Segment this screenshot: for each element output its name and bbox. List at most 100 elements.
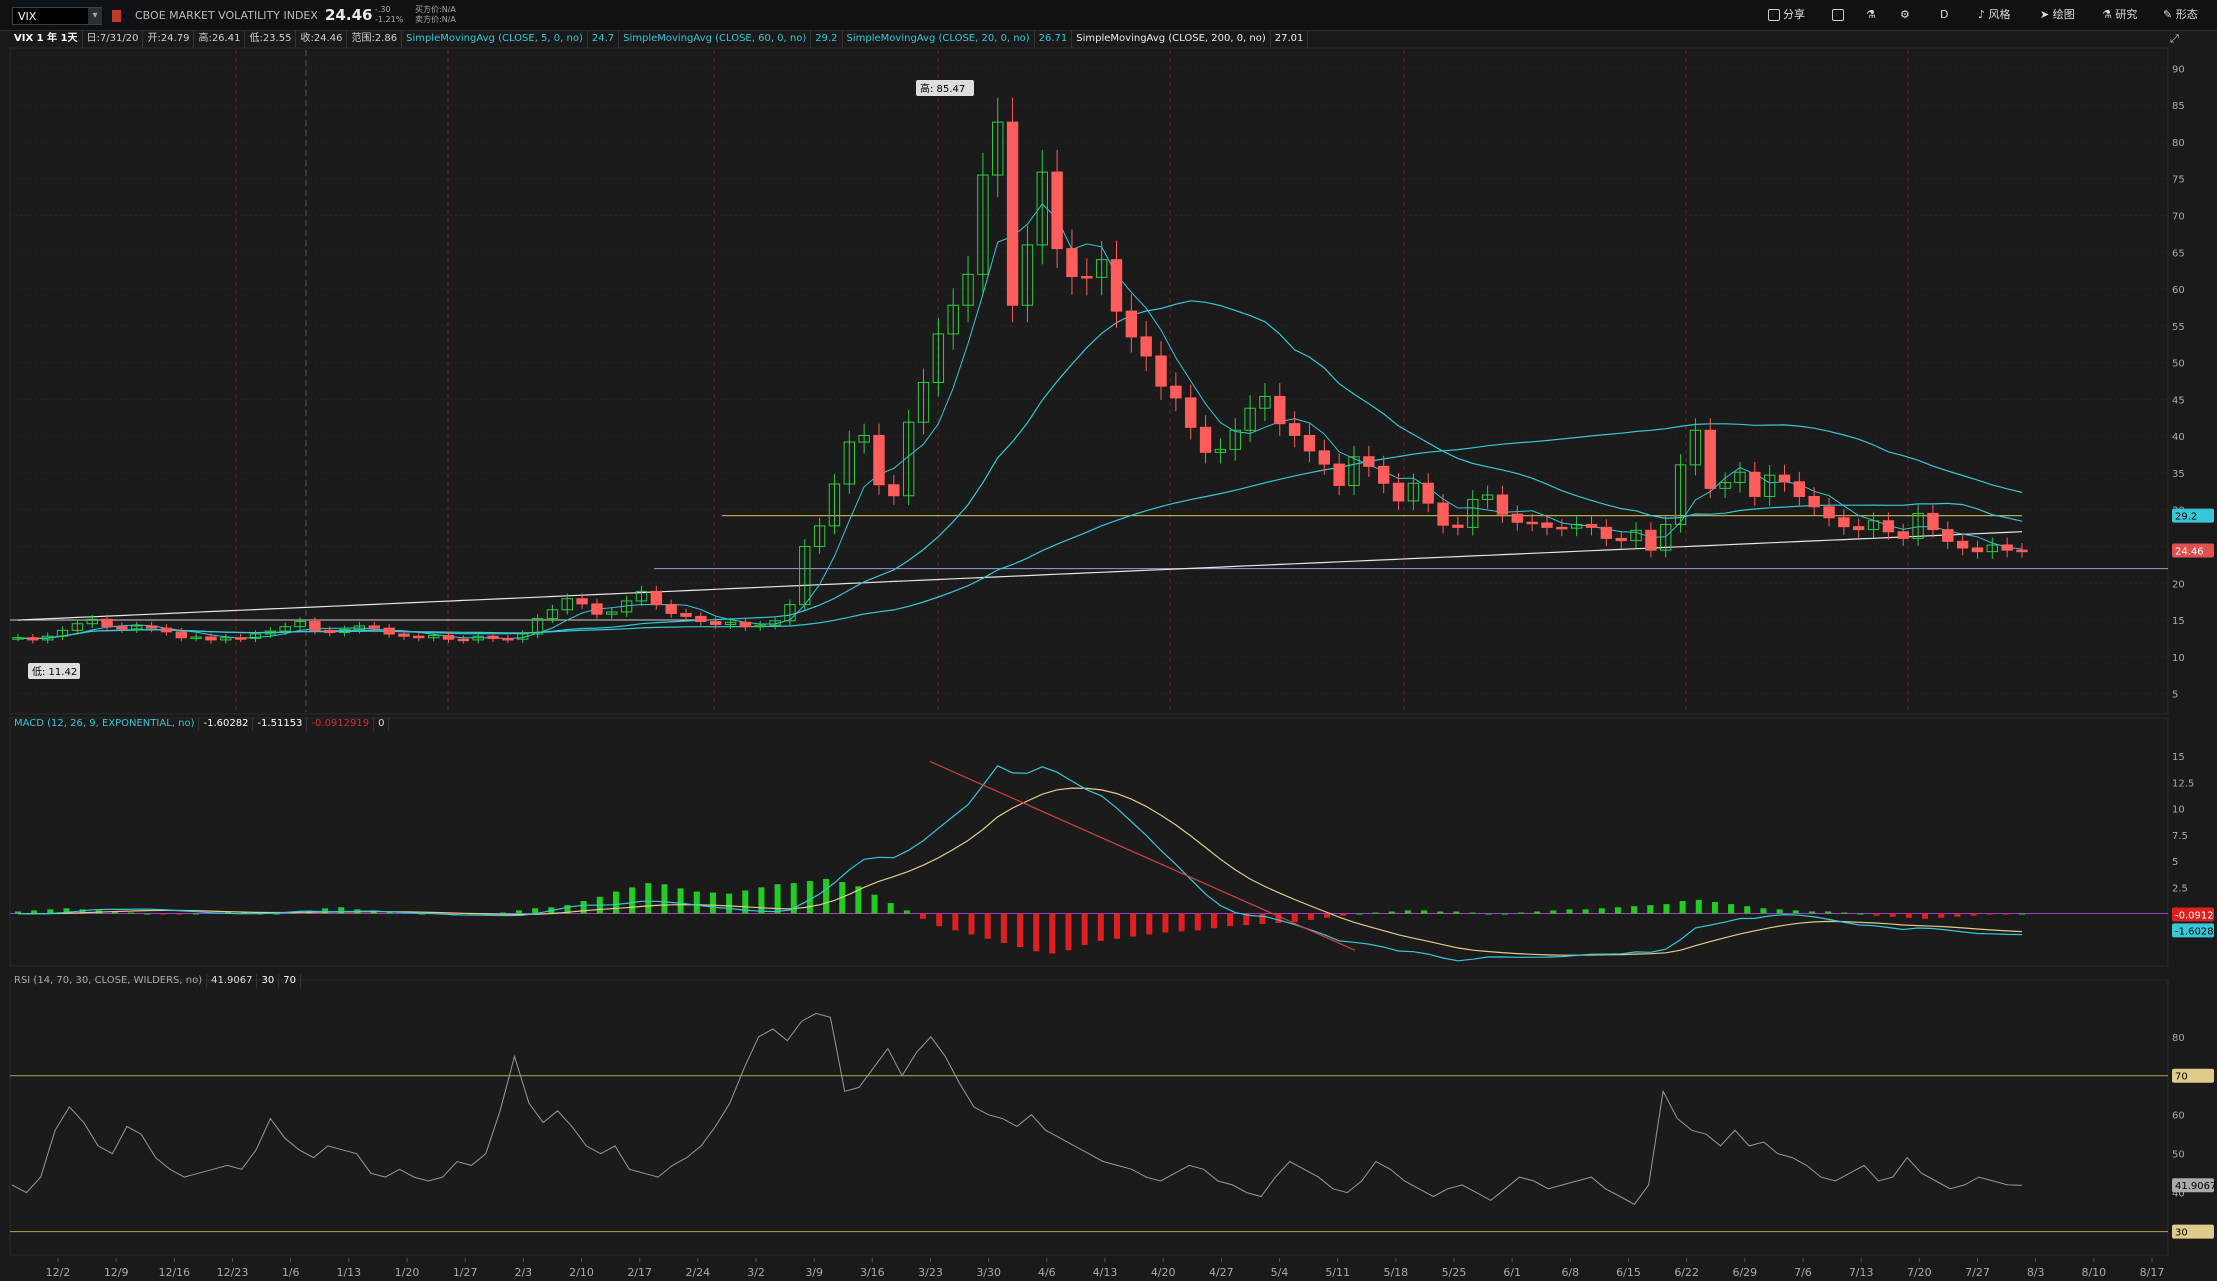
sma200-line	[17, 531, 2023, 621]
macd-histogram-bar	[920, 913, 927, 919]
candle-body	[1541, 522, 1553, 528]
macd-zero: 0	[374, 717, 390, 731]
macd-histogram-bar	[1291, 913, 1298, 922]
flask-button[interactable]: ⚗	[1866, 6, 1876, 24]
candle-body	[1125, 310, 1138, 338]
settings-button[interactable]: ⚙	[1900, 6, 1910, 24]
candle-body	[739, 621, 752, 628]
macd-histogram-bar	[1986, 913, 1993, 915]
price-tick-label: 20	[2172, 579, 2185, 590]
bid-label: 买方价:N/A	[415, 5, 456, 14]
date-tick-label: 5/11	[1325, 1266, 1350, 1279]
candle-body	[665, 604, 677, 614]
macd-histogram-bar	[677, 888, 684, 914]
candles	[12, 97, 2028, 644]
macd-histogram-bar	[1873, 913, 1880, 916]
badge-macd-value: -1.6028	[2172, 923, 2214, 938]
macd-histogram-bar	[1679, 900, 1686, 914]
badge-rsi-30: 30	[2172, 1224, 2214, 1239]
candle-body	[220, 637, 232, 641]
date-tick-label: 8/3	[2027, 1266, 2045, 1279]
candle-body	[116, 626, 128, 630]
macd-label[interactable]: MACD (12, 26, 9, EXPONENTIAL, no)	[10, 717, 200, 731]
price-panel-bg	[9, 47, 2169, 715]
candle-body	[175, 631, 187, 639]
candle-body	[1674, 464, 1687, 525]
candle-body	[561, 598, 573, 611]
macd-histogram-bar	[289, 912, 296, 914]
timeframe-button[interactable]: D	[1940, 8, 1949, 21]
date-tick-label: 12/2	[46, 1266, 71, 1279]
macd-histogram-bar	[855, 886, 862, 914]
candle-body	[86, 618, 98, 625]
candle-body	[398, 633, 410, 637]
macd-histogram-bar	[774, 884, 781, 914]
info-bar: VIX 1 年 1天 日:7/31/20 开:24.79 高:26.41 低:23.55…	[10, 30, 1309, 48]
candle-body	[1600, 526, 1613, 539]
candle-body	[843, 441, 855, 485]
chart-grid	[9, 47, 2169, 1256]
sma60-label[interactable]: SimpleMovingAvg (CLOSE, 60, 0, no)	[619, 30, 812, 48]
macd-histogram-bar	[1776, 909, 1783, 914]
sma5-label[interactable]: SimpleMovingAvg (CLOSE, 5, 0, no)	[402, 30, 588, 48]
candle-body	[502, 637, 514, 641]
macd-histogram-bar	[645, 883, 652, 914]
studies-button[interactable]: ⚗ 研究	[2102, 8, 2138, 21]
share-button[interactable]: 分享	[1768, 6, 1805, 24]
rsi-label[interactable]: RSI (14, 70, 30, CLOSE, WILDERS, no)	[10, 974, 208, 988]
macd-histogram-bar	[1421, 910, 1428, 914]
date-tick-label: 7/13	[1849, 1266, 1874, 1279]
macd-histogram-bar	[1130, 913, 1137, 937]
macd-histogram-bar	[1000, 913, 1007, 943]
sma20-label[interactable]: SimpleMovingAvg (CLOSE, 20, 0, no)	[843, 30, 1035, 48]
candle-body	[1808, 495, 1820, 508]
candle-body	[1437, 502, 1449, 526]
date-tick-label: 4/6	[1038, 1266, 1056, 1279]
last-price: 24.46	[325, 6, 373, 24]
macd-histogram-bar	[612, 891, 619, 914]
candle-body	[1095, 259, 1108, 278]
layout-button[interactable]	[1832, 6, 1847, 24]
macd-histogram-bar	[1307, 913, 1314, 920]
macd-histogram-bar	[1792, 910, 1799, 914]
expand-icon[interactable]: ⤢	[2170, 32, 2179, 45]
macd-histogram-bar	[1372, 912, 1379, 914]
candle-body	[606, 611, 618, 615]
date-tick-label: 3/9	[805, 1266, 823, 1279]
macd-histogram-bar	[1485, 913, 1492, 915]
flag-icon[interactable]	[112, 10, 121, 22]
top-toolbar: VIX ▾ CBOE MARKET VOLATILITY INDEX 24.46…	[0, 0, 2217, 31]
symbol-dropdown-icon[interactable]: ▾	[88, 8, 102, 24]
candle-body	[131, 625, 143, 630]
candle-body	[413, 635, 425, 639]
style-button[interactable]: ♪ 风格	[1978, 8, 2011, 21]
period-label[interactable]: VIX 1 年 1天	[10, 30, 83, 48]
date-tick-label: 5/25	[1442, 1266, 1467, 1279]
price-tick-label: 90	[2172, 64, 2185, 75]
candle-body	[1778, 474, 1791, 483]
candle-body	[650, 590, 663, 606]
candle-body	[531, 618, 544, 635]
candle-body	[294, 621, 306, 628]
macd-histogram-bar	[15, 911, 21, 914]
price-tick-label: 5	[2172, 690, 2178, 701]
date-tick-label: 1/27	[453, 1266, 478, 1279]
price-tick-label: 80	[2172, 138, 2185, 149]
candle-body	[1556, 526, 1568, 530]
patterns-button[interactable]: ✎ 形态	[2163, 8, 2198, 21]
macd-histogram-bar	[31, 910, 38, 914]
macd-histogram-bar	[1259, 913, 1266, 925]
candle-body	[1036, 171, 1048, 246]
flask-icon: ⚗	[1866, 8, 1876, 21]
index-name: CBOE MARKET VOLATILITY INDEX	[135, 9, 318, 22]
macd-histogram-bar	[1356, 913, 1363, 915]
drawings-button[interactable]: ➤ 绘图	[2040, 8, 2075, 21]
date-tick-label: 7/20	[1907, 1266, 1932, 1279]
sma200-label[interactable]: SimpleMovingAvg (CLOSE, 200, 0, no)	[1072, 30, 1271, 48]
candle-body	[383, 627, 395, 635]
candle-body	[1006, 121, 1019, 306]
candle-body	[754, 624, 766, 628]
macd-histogram-bar	[322, 908, 329, 914]
